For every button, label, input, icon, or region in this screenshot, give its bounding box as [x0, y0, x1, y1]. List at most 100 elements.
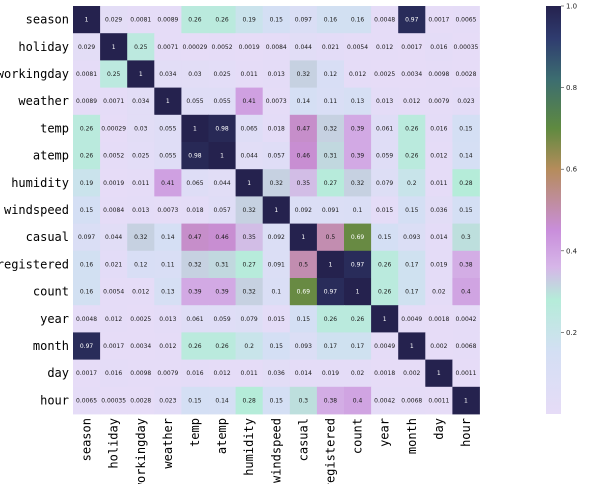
heatmap-cell — [398, 359, 426, 388]
cell-value-label: 0.0089 — [157, 17, 178, 24]
cell-value-label: 1 — [383, 316, 387, 323]
heatmap-cell — [181, 6, 209, 34]
cell-value-label: 1 — [464, 397, 468, 404]
heatmap-cell — [398, 169, 426, 197]
cell-value-label: 0.0049 — [374, 343, 395, 350]
heatmap-cell — [398, 196, 426, 224]
heatmap-cell — [425, 142, 453, 170]
heatmap-cell — [73, 250, 101, 279]
cell-value-label: 0.0079 — [157, 370, 178, 377]
cell-value-label: 0.013 — [376, 98, 393, 105]
heatmap-cell — [425, 332, 453, 360]
heatmap-cell — [371, 60, 399, 88]
column-label: holiday — [107, 418, 121, 469]
row-label: day — [47, 366, 69, 380]
heatmap-cell — [208, 169, 236, 197]
cell-value-label: 0.018 — [186, 207, 203, 214]
heatmap-cell — [452, 305, 480, 333]
row-label: hour — [40, 393, 69, 407]
cell-value-label: 0.0052 — [212, 44, 233, 51]
cell-value-label: 0.1 — [353, 207, 363, 214]
cell-value-label: 0.14 — [459, 153, 473, 160]
heatmap-cell — [235, 305, 264, 333]
column-label: temp — [188, 418, 202, 447]
heatmap-cell — [127, 196, 155, 224]
heatmap-cell — [154, 305, 182, 333]
cell-value-label: 0.15 — [297, 316, 311, 323]
heatmap-cell — [398, 332, 426, 360]
row-label: humidity — [11, 176, 69, 190]
cell-value-label: 0.055 — [159, 153, 176, 160]
heatmap-cell — [127, 114, 155, 143]
heatmap-cell — [235, 60, 264, 88]
heatmap-cell — [73, 33, 101, 61]
heatmap-cell — [316, 142, 345, 170]
heatmap-cell — [289, 87, 318, 116]
cell-value-label: 0.31 — [324, 153, 338, 160]
cell-value-label: 0.03 — [188, 71, 202, 78]
cell-value-label: 0.39 — [188, 289, 202, 296]
colorbar-tick-label: 0.2 — [566, 329, 577, 337]
cell-value-label: 0.47 — [188, 234, 202, 241]
cell-value-label: 0.079 — [241, 316, 258, 323]
column-label: windspeed — [269, 418, 283, 483]
heatmap-cell — [208, 359, 236, 388]
heatmap-cell — [262, 305, 291, 333]
heatmap-cell — [289, 359, 318, 388]
heatmap-cell — [316, 386, 345, 415]
heatmap-cell — [73, 332, 101, 360]
heatmap-cell — [235, 33, 264, 61]
heatmap-cell — [371, 196, 399, 224]
heatmap-cell — [398, 278, 426, 306]
heatmap-cell — [181, 250, 209, 279]
cell-value-label: 0.0052 — [103, 153, 124, 160]
cell-value-label: 0.015 — [268, 316, 285, 323]
heatmap-cell — [262, 196, 291, 224]
heatmap-cell — [127, 142, 155, 170]
cell-value-label: 0.15 — [459, 207, 473, 214]
cell-value-label: 0.69 — [297, 289, 311, 296]
heatmap-cell — [316, 6, 345, 34]
cell-value-label: 0.016 — [105, 370, 122, 377]
cell-value-label: 0.16 — [324, 17, 338, 24]
cell-value-label: 0.016 — [186, 370, 203, 377]
heatmap-cell — [208, 87, 236, 116]
cell-value-label: 0.97 — [351, 261, 365, 268]
heatmap-cell — [398, 87, 426, 116]
heatmap-cell — [73, 169, 101, 197]
heatmap-cell — [235, 6, 264, 34]
heatmap-cell — [316, 250, 345, 279]
cell-value-label: 0.002 — [403, 370, 420, 377]
heatmap-cells: 1 0.029 0.0081 0.0089 0.26 0.26 0.19 0.15 0.097 0… — [73, 6, 480, 415]
heatmap-cell — [452, 223, 480, 252]
heatmap-cell — [316, 196, 345, 224]
colorbar-gradient — [546, 6, 561, 414]
cell-value-label: 0.0073 — [266, 98, 287, 105]
cell-value-label: 0.32 — [270, 180, 284, 187]
row-label: season — [26, 13, 69, 27]
heatmap-cell — [262, 87, 291, 116]
heatmap-cell — [452, 87, 480, 116]
cell-value-label: 0.002 — [430, 343, 447, 350]
heatmap-cell — [181, 33, 209, 61]
cell-value-label: 0.0081 — [76, 71, 97, 78]
heatmap-cell — [73, 114, 101, 143]
cell-value-label: 0.057 — [268, 153, 285, 160]
cell-value-label: 0.26 — [378, 289, 392, 296]
cell-value-label: 0.0019 — [103, 180, 124, 187]
cell-value-label: 0.055 — [159, 125, 176, 132]
column-label: month — [405, 418, 419, 454]
heatmap-cell — [262, 6, 291, 34]
heatmap-cell — [127, 169, 155, 197]
heatmap-cell — [154, 60, 182, 88]
heatmap-cell — [73, 223, 101, 252]
cell-value-label: 0.012 — [349, 71, 366, 78]
heatmap-cell — [181, 196, 209, 224]
cell-value-label: 0.69 — [351, 234, 365, 241]
heatmap-cell — [127, 6, 155, 34]
heatmap-cell — [452, 332, 480, 360]
cell-value-label: 0.0034 — [401, 71, 422, 78]
heatmap-cell — [425, 305, 453, 333]
cell-value-label: 0.97 — [80, 343, 94, 350]
row-label: temp — [40, 121, 69, 135]
